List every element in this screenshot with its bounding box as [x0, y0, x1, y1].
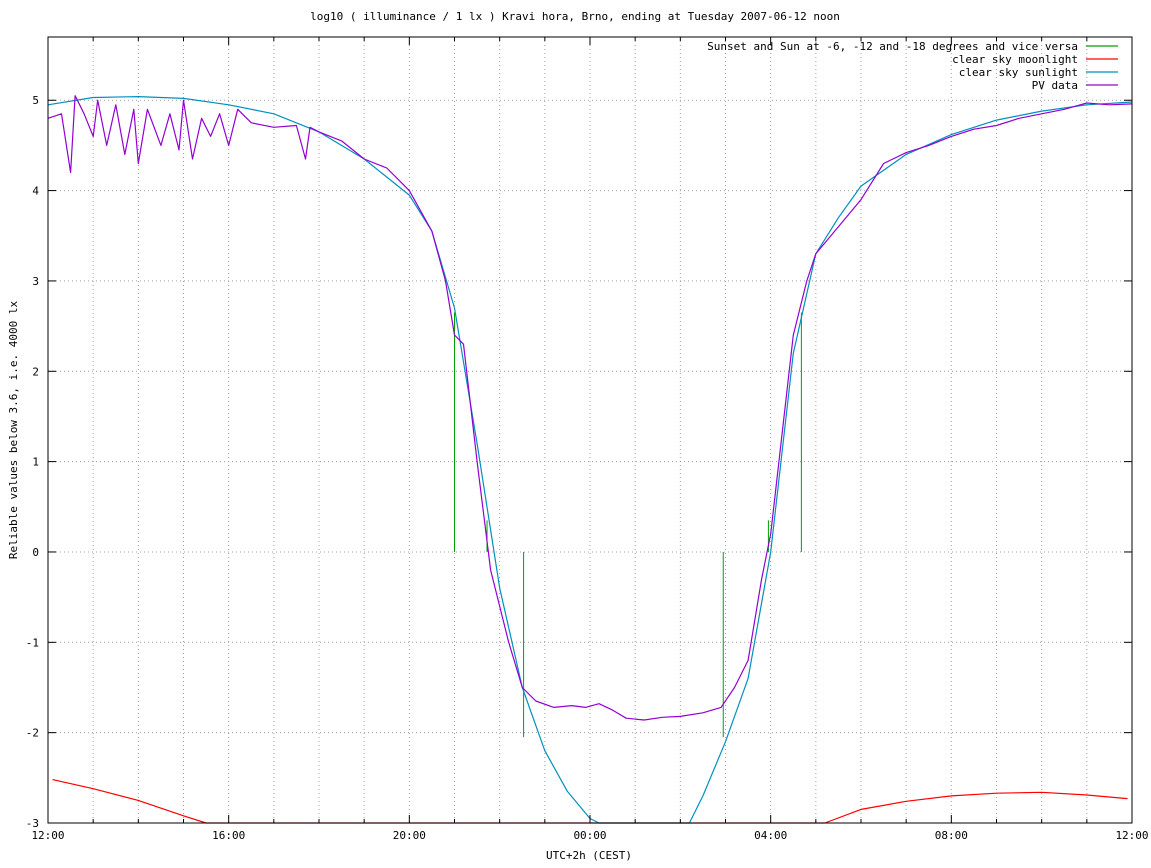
tick-layer: 12:00 16:00 20:00 00:00 04:00 08:00 12:00-3-2-… — [26, 37, 1149, 842]
x-tick-label: 04:00 — [754, 829, 787, 842]
y-tick-label: -3 — [26, 817, 39, 830]
grid-layer — [48, 37, 1132, 823]
y-tick-label: 1 — [32, 456, 39, 469]
legend-label: clear sky sunlight — [959, 66, 1078, 79]
x-tick-label: 00:00 — [573, 829, 606, 842]
legend-label: Sunset and Sun at -6, -12 and -18 degree… — [707, 40, 1078, 53]
x-tick-label: 08:00 — [935, 829, 968, 842]
legend-label: clear sky moonlight — [952, 53, 1078, 66]
x-tick-label: 12:00 — [1115, 829, 1148, 842]
chart-title: log10 ( illuminance / 1 lx ) Kravi hora,… — [310, 10, 840, 23]
series-clear-sky-moonlight-line — [52, 779, 1128, 824]
legend-label: PV data — [1032, 79, 1078, 92]
y-tick-label: 2 — [32, 365, 39, 378]
y-tick-label: 4 — [32, 185, 39, 198]
y-axis-label: Reliable values below 3.6, i.e. 4000 lx — [7, 300, 20, 559]
y-tick-label: -2 — [26, 727, 39, 740]
x-tick-label: 20:00 — [393, 829, 426, 842]
y-tick-label: -1 — [26, 636, 39, 649]
y-tick-label: 0 — [32, 546, 39, 559]
legend: Sunset and Sun at -6, -12 and -18 degree… — [707, 40, 1118, 92]
x-tick-label: 16:00 — [212, 829, 245, 842]
x-tick-label: 12:00 — [31, 829, 64, 842]
y-tick-label: 5 — [32, 94, 39, 107]
series-pv-data-line — [47, 95, 1133, 721]
y-tick-label: 3 — [32, 275, 39, 288]
x-axis-label: UTC+2h (CEST) — [546, 849, 632, 862]
